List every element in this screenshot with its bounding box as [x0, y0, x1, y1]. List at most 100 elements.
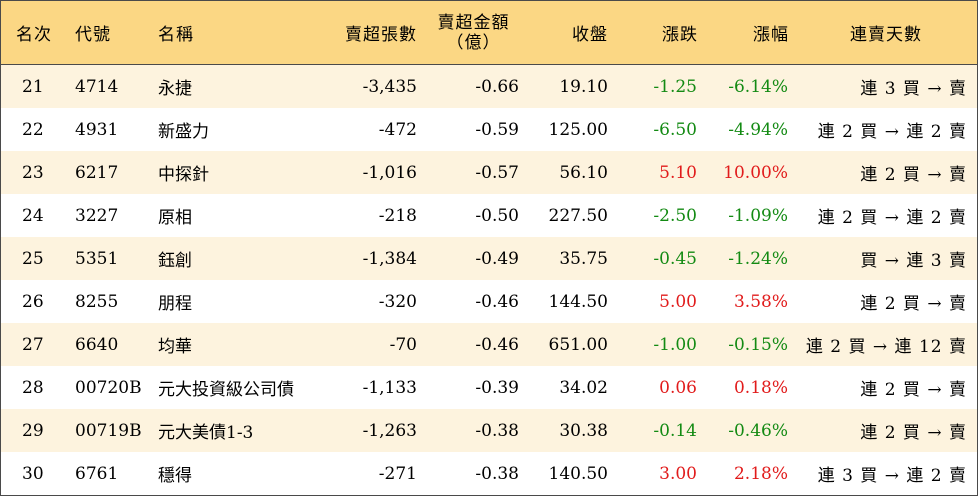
- header-rank[interactable]: 名次: [16, 25, 52, 45]
- close-cell: 140.50: [548, 463, 608, 484]
- net-sell-shares-cell: -320: [378, 291, 417, 312]
- streak-cell: 連 2 買 → 賣: [860, 294, 967, 314]
- table-row[interactable]: 23 6217 中探針 -1,016 -0.57 56.10 5.10 10.00% 連 2 買…: [1, 151, 977, 194]
- header-name[interactable]: 名稱: [158, 25, 194, 45]
- change-cell: -0.45: [653, 248, 697, 269]
- name-cell: 中探針: [158, 165, 209, 185]
- table-row[interactable]: 21 4714 永捷 -3,435 -0.66 19.10 -1.25 -6.14% 連 3 買…: [1, 65, 977, 108]
- code-cell: 00720B: [75, 377, 142, 398]
- rank-cell: 28: [22, 377, 44, 398]
- code-cell: 6640: [75, 334, 119, 355]
- net-sell-shares-cell: -271: [378, 463, 417, 484]
- table-row[interactable]: 22 4931 新盛力 -472 -0.59 125.00 -6.50 -4.94% 連 2 買…: [1, 108, 977, 151]
- streak-cell: 連 3 買 → 賣: [860, 79, 967, 99]
- rank-cell: 21: [22, 76, 44, 97]
- streak-cell: 連 2 買 → 賣: [860, 423, 967, 443]
- net-sell-amount-cell: -0.59: [475, 119, 519, 140]
- streak-cell: 買 → 連 3 賣: [860, 251, 967, 271]
- table-row[interactable]: 28 00720B 元大投資級公司債 -1,133 -0.39 34.02 0.06 0.18…: [1, 366, 977, 409]
- change-pct-cell: -0.15%: [728, 334, 788, 355]
- net-sell-amount-cell: -0.38: [475, 420, 519, 441]
- streak-cell: 連 2 買 → 連 2 賣: [817, 122, 967, 142]
- header-change[interactable]: 漲跌: [662, 25, 698, 45]
- rank-cell: 24: [22, 205, 44, 226]
- name-cell: 元大美債1-3: [158, 423, 254, 443]
- change-cell: -2.50: [653, 205, 697, 226]
- table-row[interactable]: 25 5351 鈺創 -1,384 -0.49 35.75 -0.45 -1.24% 買 → 連…: [1, 237, 977, 280]
- name-cell: 永捷: [158, 79, 192, 99]
- close-cell: 651.00: [548, 334, 608, 355]
- net-sell-amount-cell: -0.50: [475, 205, 519, 226]
- code-cell: 6761: [75, 463, 119, 484]
- change-pct-cell: -0.46%: [728, 420, 788, 441]
- table-row[interactable]: 26 8255 朋程 -320 -0.46 144.50 5.00 3.58% 連 2 買 → …: [1, 280, 977, 323]
- rank-cell: 26: [22, 291, 44, 312]
- close-cell: 125.00: [548, 119, 608, 140]
- name-cell: 均華: [158, 337, 192, 357]
- change-cell: -6.50: [653, 119, 697, 140]
- change-cell: -1.25: [653, 76, 697, 97]
- code-cell: 6217: [75, 162, 119, 183]
- net-sell-amount-cell: -0.38: [475, 463, 519, 484]
- header-code[interactable]: 代號: [75, 25, 111, 45]
- rank-cell: 27: [22, 334, 44, 355]
- change-pct-cell: -4.94%: [728, 119, 788, 140]
- name-cell: 新盛力: [158, 122, 209, 142]
- streak-cell: 連 2 買 → 連 2 賣: [817, 208, 967, 228]
- net-sell-amount-cell: -0.39: [475, 377, 519, 398]
- net-sell-shares-cell: -3,435: [362, 76, 417, 97]
- net-sell-shares-cell: -1,263: [362, 420, 417, 441]
- table-row[interactable]: 27 6640 均華 -70 -0.46 651.00 -1.00 -0.15% 連 2 買 →…: [1, 323, 977, 366]
- rank-cell: 25: [22, 248, 44, 269]
- header-streak[interactable]: 連賣天數: [850, 25, 922, 45]
- name-cell: 鈺創: [158, 251, 192, 271]
- name-cell: 朋程: [158, 294, 192, 314]
- net-sell-amount-cell: -0.46: [475, 291, 519, 312]
- net-sell-shares-cell: -1,384: [362, 248, 417, 269]
- table-header: 名次 代號 名稱 賣超張數 賣超金額 （億） 收盤 漲跌 漲幅 連賣天數: [1, 1, 977, 65]
- change-pct-cell: 3.58%: [733, 291, 788, 312]
- change-pct-cell: -1.09%: [728, 205, 788, 226]
- table-row[interactable]: 29 00719B 元大美債1-3 -1,263 -0.38 30.38 -0.14 -0.4…: [1, 409, 977, 452]
- header-change-pct[interactable]: 漲幅: [753, 25, 789, 45]
- rank-cell: 30: [22, 463, 44, 484]
- table-row[interactable]: 24 3227 原相 -218 -0.50 227.50 -2.50 -1.09% 連 2 買 …: [1, 194, 977, 237]
- net-sell-shares-cell: -1,016: [362, 162, 417, 183]
- rank-cell: 23: [22, 162, 44, 183]
- code-cell: 8255: [75, 291, 119, 312]
- streak-cell: 連 2 買 → 賣: [860, 165, 967, 185]
- name-cell: 元大投資級公司債: [158, 380, 294, 400]
- table-row[interactable]: 30 6761 穩得 -271 -0.38 140.50 3.00 2.18% 連 3 買 → …: [1, 452, 977, 495]
- change-pct-cell: 2.18%: [733, 463, 788, 484]
- change-pct-cell: -6.14%: [728, 76, 788, 97]
- change-cell: 0.06: [659, 377, 697, 398]
- code-cell: 4714: [75, 76, 119, 97]
- change-cell: -0.14: [653, 420, 697, 441]
- close-cell: 34.02: [559, 377, 608, 398]
- change-pct-cell: 10.00%: [723, 162, 788, 183]
- net-sell-amount-cell: -0.46: [475, 334, 519, 355]
- change-cell: 5.00: [659, 291, 697, 312]
- code-cell: 3227: [75, 205, 119, 226]
- code-cell: 00719B: [75, 420, 142, 441]
- header-net-sell-amount-unit: （億）: [446, 32, 501, 53]
- close-cell: 227.50: [548, 205, 608, 226]
- header-close[interactable]: 收盤: [572, 25, 608, 45]
- change-pct-cell: -1.24%: [728, 248, 788, 269]
- name-cell: 穩得: [158, 466, 192, 486]
- close-cell: 30.38: [559, 420, 608, 441]
- header-net-sell-amount[interactable]: 賣超金額 （億）: [421, 1, 526, 64]
- code-cell: 5351: [75, 248, 119, 269]
- net-sell-amount-cell: -0.57: [475, 162, 519, 183]
- net-sell-shares-cell: -218: [378, 205, 417, 226]
- streak-cell: 連 3 買 → 連 2 賣: [817, 466, 967, 486]
- close-cell: 19.10: [559, 76, 608, 97]
- net-sell-shares-cell: -70: [389, 334, 417, 355]
- net-sell-amount-cell: -0.49: [475, 248, 519, 269]
- close-cell: 35.75: [559, 248, 608, 269]
- header-net-sell-shares[interactable]: 賣超張數: [345, 25, 417, 45]
- code-cell: 4931: [75, 119, 119, 140]
- change-cell: -1.00: [653, 334, 697, 355]
- close-cell: 144.50: [548, 291, 608, 312]
